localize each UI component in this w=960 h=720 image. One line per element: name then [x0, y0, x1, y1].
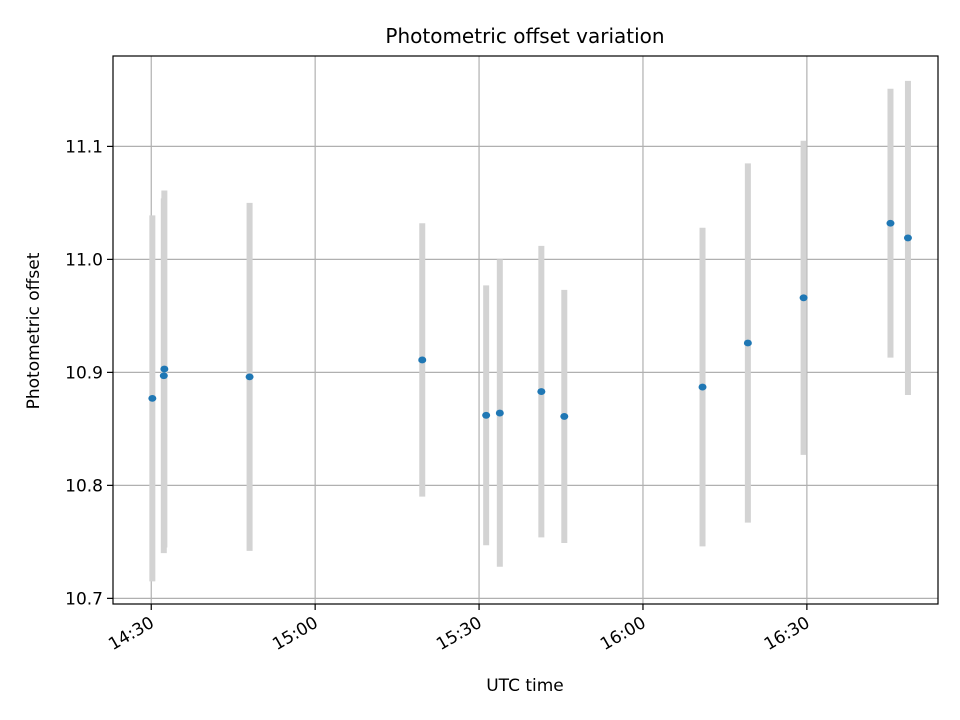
- data-point: [560, 413, 569, 420]
- data-point: [886, 219, 895, 227]
- data-point: [495, 409, 504, 417]
- data-point: [482, 411, 491, 419]
- data-point: [245, 373, 254, 381]
- data-point: [148, 394, 157, 402]
- y-tick-label: 10.8: [65, 476, 103, 496]
- y-tick-label: 11.1: [65, 137, 103, 157]
- data-point: [743, 339, 752, 347]
- chart-title: Photometric offset variation: [385, 24, 664, 48]
- data-point: [159, 372, 168, 380]
- y-tick-label: 10.7: [65, 589, 103, 609]
- data-point: [799, 294, 808, 302]
- data-point: [698, 383, 707, 391]
- y-tick-label: 10.9: [65, 363, 103, 383]
- data-point: [903, 234, 912, 242]
- y-tick-label: 11.0: [65, 250, 103, 270]
- x-axis-label: UTC time: [486, 676, 564, 696]
- y-axis-label: Photometric offset: [24, 252, 44, 409]
- data-points: [148, 219, 912, 420]
- plot-frame: [112, 55, 939, 605]
- y-axis-ticks: 10.7 10.8 10.9 11.0 11.1: [65, 137, 113, 609]
- data-point: [418, 356, 427, 364]
- data-point: [537, 388, 546, 395]
- data-point: [160, 365, 169, 373]
